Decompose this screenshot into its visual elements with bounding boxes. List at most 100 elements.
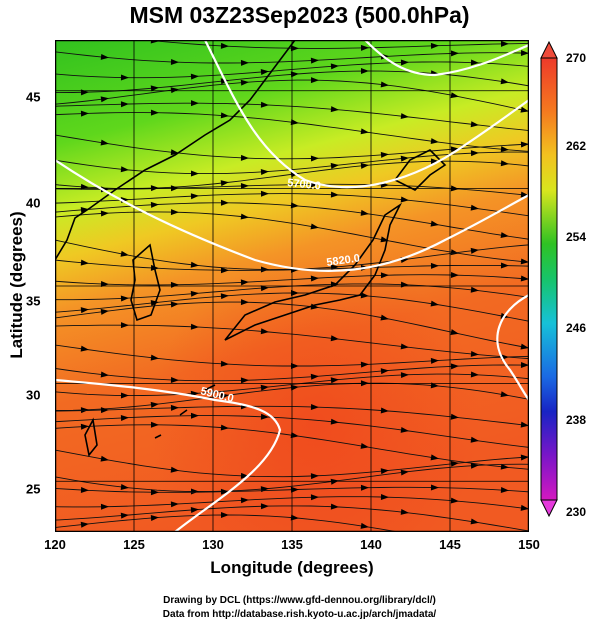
streamline — [55, 486, 529, 493]
streamline-arrow — [120, 322, 129, 329]
streamline-arrow — [450, 460, 459, 467]
streamline-arrow — [430, 300, 439, 307]
coastline-korea — [130, 243, 161, 322]
colorbar-tick-label: 270 — [566, 51, 587, 65]
streamline-arrow — [190, 488, 199, 495]
streamline — [55, 344, 529, 367]
streamline-arrow — [520, 454, 529, 461]
streamline-arrow — [240, 472, 249, 479]
y-axis-label-text: Latitude (degrees) — [7, 211, 26, 359]
streamline-arrow — [170, 501, 179, 508]
streamline-arrow — [260, 503, 269, 510]
streamline-arrow — [150, 85, 159, 92]
x-tick-label: 130 — [202, 537, 224, 552]
colorbar — [540, 40, 558, 518]
streamline-arrow — [170, 466, 179, 473]
streamline-arrow — [100, 308, 109, 315]
streamline-arrow — [500, 391, 509, 398]
streamline-arrow — [450, 92, 459, 99]
streamline-arrow — [470, 436, 479, 443]
y-tick-label: 45 — [26, 89, 41, 105]
streamline-arrow — [470, 286, 479, 293]
contour-label-5820: 5820.0 — [326, 252, 361, 269]
streamline-arrow — [310, 373, 319, 380]
streamline-arrow — [240, 154, 249, 161]
streamline-arrow — [450, 146, 459, 153]
streamline-arrow — [240, 497, 249, 504]
credit-line-data: Data from http://database.rish.kyoto-u.a… — [162, 609, 437, 620]
streamline-arrow — [100, 280, 109, 287]
y-tick-label: 35 — [26, 293, 41, 309]
coastline-taiwan — [84, 417, 98, 457]
streamline-arrow — [150, 489, 159, 496]
streamline-arrow — [430, 262, 439, 269]
y-tick-label: 25 — [26, 481, 41, 497]
streamline-arrow — [360, 292, 369, 299]
streamline-arrow — [170, 58, 179, 65]
height-contours — [55, 40, 529, 532]
streamline-arrow — [120, 74, 129, 81]
streamline-arrow — [310, 77, 319, 84]
contour-label-5700: 5700.0 — [287, 177, 322, 192]
streamline-arrow — [500, 160, 509, 167]
contour-5900-east — [496, 294, 529, 401]
streamline-arrow — [500, 78, 509, 85]
streamline-arrow — [310, 155, 319, 162]
streamline-arrow — [240, 59, 249, 66]
streamline-arrow — [330, 418, 339, 425]
streamline-arrow — [360, 484, 369, 491]
streamline-arrow — [120, 250, 129, 257]
streamline-arrow — [330, 191, 339, 198]
streamline-arrow — [240, 213, 249, 220]
streamline-arrow — [400, 59, 409, 66]
streamline-arrow — [190, 323, 199, 330]
streamline-arrow — [80, 423, 89, 430]
streamline-arrow — [170, 209, 179, 216]
streamline-arrow — [400, 508, 409, 515]
streamline-arrow — [330, 503, 339, 510]
streamline-arrow — [260, 285, 269, 292]
streamline-arrow — [400, 372, 409, 379]
streamline-arrow — [360, 128, 369, 135]
streamline-arrow — [260, 69, 269, 76]
streamline — [55, 514, 401, 532]
streamline-arrow — [190, 193, 199, 200]
coastline-hokkaido — [393, 149, 447, 191]
streamline-arrow — [220, 112, 229, 119]
streamline-arrow — [400, 426, 409, 433]
streamline-arrow — [220, 393, 229, 400]
streamline-arrow — [450, 50, 459, 57]
colorbar-tick-label: 262 — [566, 139, 587, 153]
streamline-arrow — [260, 384, 269, 391]
streamline-arrow — [400, 469, 409, 476]
streamline-arrow — [430, 220, 439, 227]
streamline-arrow — [360, 68, 369, 75]
streamline-arrow — [360, 361, 369, 368]
x-tick-label: 145 — [439, 537, 461, 552]
streamline-arrow — [190, 261, 199, 268]
streamline-arrow — [400, 155, 409, 162]
streamline-arrow — [400, 343, 409, 350]
x-tick-label: 120 — [44, 537, 66, 552]
streamline-arrow — [240, 183, 249, 190]
colorbar-tick-label: 230 — [566, 505, 587, 519]
streamline-arrow — [450, 413, 459, 420]
streamline-arrow — [240, 299, 249, 306]
streamline-arrow — [470, 247, 479, 254]
streamline-arrow — [360, 442, 369, 449]
streamline-arrow — [330, 478, 339, 485]
streamline-arrow — [80, 206, 89, 213]
streamline-arrow — [430, 158, 439, 165]
streamline-arrow — [190, 170, 199, 177]
streamline-arrow — [470, 150, 479, 157]
streamline-arrow — [150, 109, 159, 116]
streamline — [55, 292, 529, 322]
streamline-arrow — [330, 106, 339, 113]
streamline-arrow — [220, 42, 229, 49]
streamline-arrow — [520, 421, 529, 428]
coastline-japan-honshu — [224, 202, 403, 341]
streamline-arrow — [330, 63, 339, 70]
streamline-arrow — [170, 301, 179, 308]
streamline-arrow — [380, 151, 389, 158]
colorbar-bottom-triangle — [540, 499, 558, 518]
